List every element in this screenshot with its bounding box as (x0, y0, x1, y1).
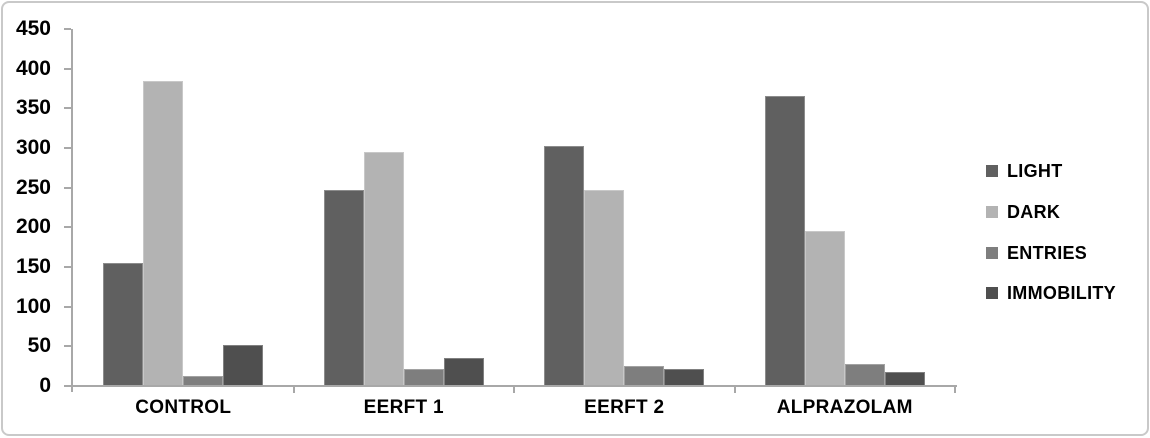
bar-entries-control (183, 376, 224, 386)
y-axis-tick (64, 186, 71, 189)
y-axis-tick-label: 150 (15, 255, 51, 278)
legend-item-entries: ENTRIES (986, 241, 1087, 265)
y-axis-tick (64, 305, 71, 308)
legend-marker-dark-icon (986, 206, 998, 218)
y-axis-tick (64, 147, 71, 149)
bar-immobility-eerft-2 (664, 369, 705, 386)
bar-light-alprazolam (764, 96, 805, 386)
legend-marker-immobility-icon (986, 287, 998, 299)
y-axis-tick-label: 400 (15, 56, 51, 80)
bar-entries-eerft-2 (624, 366, 665, 386)
bar-dark-eerft-1 (363, 152, 404, 386)
x-axis-category-label: EERFT 1 (363, 397, 444, 418)
bar-light-eerft-2 (544, 146, 585, 386)
y-axis-tick (64, 345, 71, 348)
x-axis-tick (733, 387, 736, 393)
legend-label-dark: DARK (1007, 201, 1061, 222)
y-axis-tick (64, 107, 71, 110)
legend-item-dark: DARK (986, 200, 1060, 224)
bar-dark-alprazolam (804, 231, 845, 386)
legend-item-immobility: IMMOBILITY (986, 281, 1116, 305)
y-axis-tick-label: 350 (15, 96, 51, 120)
x-axis-tick (513, 387, 515, 393)
bar-light-eerft-1 (323, 190, 364, 386)
legend-label-entries: ENTRIES (1007, 242, 1088, 263)
legend-label-immobility: IMMOBILITY (1007, 282, 1116, 303)
legend-item-light: LIGHT (986, 159, 1063, 183)
y-axis-tick (64, 385, 71, 387)
y-axis-tick (64, 266, 71, 268)
x-axis-tick (954, 387, 956, 393)
y-axis-tick-label: 50 (27, 334, 51, 358)
y-axis-tick (64, 226, 71, 229)
x-axis-category-label: ALPRAZOLAM (776, 397, 913, 418)
bar-dark-control (143, 81, 184, 386)
x-axis-line (71, 385, 957, 387)
y-axis-tick-label: 450 (15, 17, 51, 40)
y-axis-line (71, 29, 73, 392)
y-axis-tick-label: 0 (39, 374, 51, 397)
legend-label-light: LIGHT (1007, 160, 1063, 181)
x-axis-category-label: EERFT 2 (584, 397, 665, 418)
legend-marker-light-icon (986, 165, 998, 177)
legend-marker-entries-icon (986, 247, 998, 259)
x-axis-tick (292, 387, 295, 393)
y-axis-tick-label: 200 (15, 215, 51, 239)
y-axis-tick-label: 250 (15, 175, 51, 199)
bar-dark-eerft-2 (584, 190, 625, 386)
bar-immobility-control (223, 345, 264, 386)
y-axis-tick-label: 100 (15, 294, 51, 318)
bar-entries-alprazolam (844, 364, 885, 386)
bar-immobility-eerft-1 (443, 358, 484, 386)
x-axis-category-label: CONTROL (135, 397, 232, 418)
y-axis-tick (64, 67, 71, 70)
y-axis-tick-label: 300 (15, 136, 51, 159)
plot-area: 0 50 100 150 200 250 300 350 400 450 CONTROL EERFT … (3, 3, 1147, 434)
bar-light-control (103, 263, 144, 386)
bar-immobility-alprazolam (884, 372, 925, 386)
bar-entries-eerft-1 (403, 369, 444, 386)
y-axis-tick (64, 28, 71, 30)
